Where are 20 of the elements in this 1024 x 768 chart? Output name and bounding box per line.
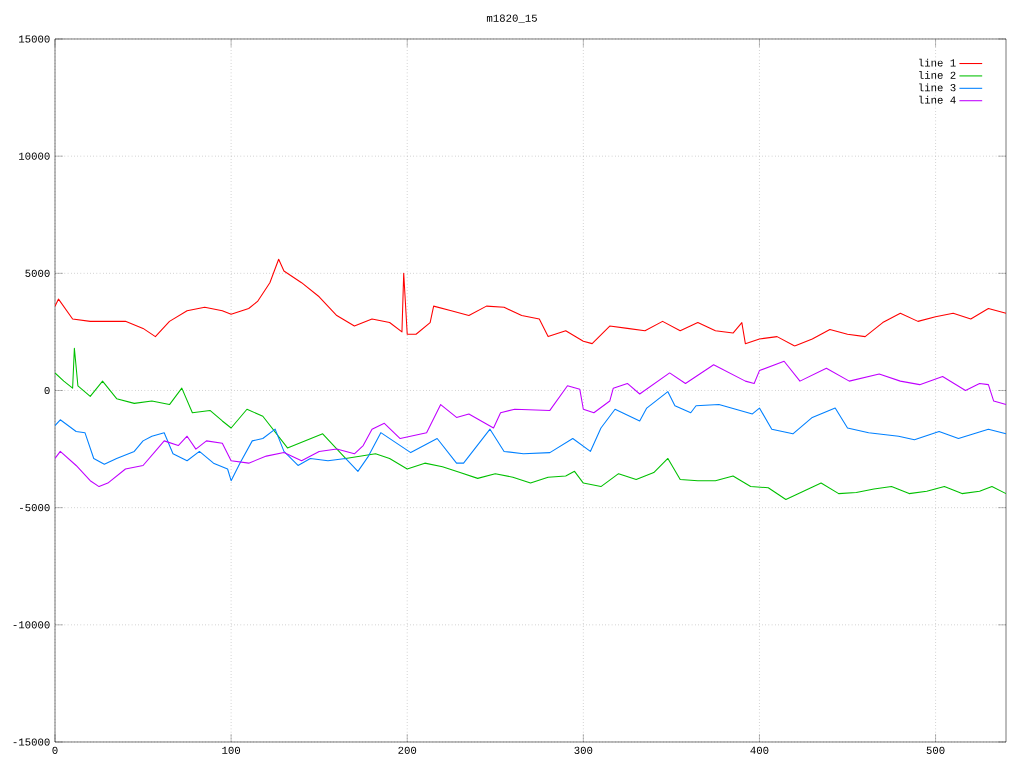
x-tick-label: 0 [52, 746, 58, 754]
y-tick-label: -5000 [20, 504, 50, 512]
legend-label: line 1 [919, 58, 956, 67]
y-tick-label: 10000 [19, 152, 50, 160]
x-tick-label: 400 [750, 746, 769, 754]
legend-label: line 3 [919, 83, 956, 92]
x-tick-label: 100 [222, 746, 241, 754]
chart-title: m1820_15 [486, 14, 537, 23]
y-tick-label: 15000 [19, 35, 50, 43]
y-tick-label: 0 [44, 386, 50, 395]
y-tick-label: -15000 [13, 738, 50, 746]
y-tick-label: 5000 [25, 269, 50, 277]
x-tick-label: 500 [926, 746, 945, 754]
y-tick-label: -10000 [13, 621, 50, 629]
x-tick-label: 300 [574, 746, 593, 754]
x-tick-label: 200 [398, 746, 417, 754]
line-series [55, 391, 1007, 482]
line-series [55, 360, 1007, 488]
legend-label: line 4 [919, 95, 956, 104]
legend-label: line 2 [919, 71, 956, 79]
